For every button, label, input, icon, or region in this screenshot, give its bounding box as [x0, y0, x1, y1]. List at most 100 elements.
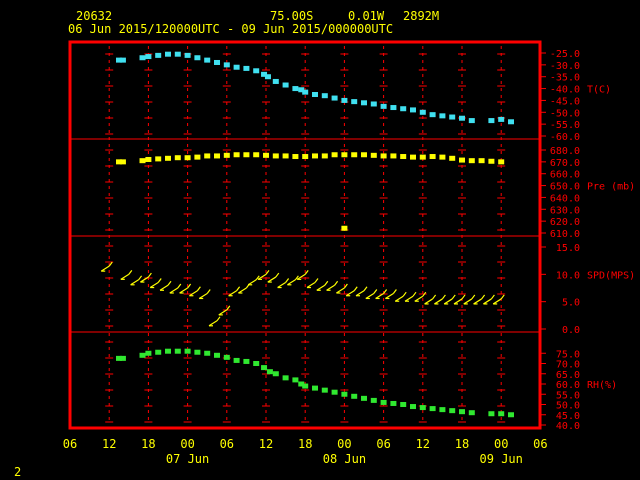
data-point-pressure	[478, 158, 485, 164]
panel-label-pressure: Pre (mb)	[587, 182, 635, 193]
wind-barb-feather	[216, 316, 221, 322]
data-point-temperature	[261, 71, 268, 77]
wind-barb	[492, 298, 502, 305]
data-point-pressure	[243, 152, 250, 158]
data-point-pressure	[370, 152, 377, 158]
data-point-temperature	[488, 118, 495, 124]
data-point-pressure	[145, 156, 152, 162]
wind-barb	[316, 284, 326, 291]
data-point-temperature	[370, 101, 377, 107]
wind-barb	[306, 282, 316, 289]
data-point-pressure	[459, 157, 465, 163]
wind-barb-feather	[422, 291, 427, 297]
data-point-temperature	[410, 107, 416, 113]
data-point-temperature	[312, 92, 318, 97]
wind-barb	[296, 273, 306, 280]
data-point-temperature	[184, 52, 191, 58]
data-point-humidity	[194, 349, 201, 355]
wind-barb	[149, 282, 159, 289]
data-point-humidity	[233, 357, 240, 363]
data-point-humidity	[204, 350, 211, 356]
y-tick-label: 680.0	[550, 146, 580, 157]
wind-barb	[345, 290, 355, 297]
data-point-humidity	[214, 352, 220, 358]
data-point-humidity	[488, 411, 495, 417]
data-point-temperature	[331, 95, 338, 101]
wind-barb-feather	[128, 269, 133, 275]
data-point-temperature	[449, 114, 456, 120]
wind-barb	[257, 273, 267, 280]
wind-barb-feather	[441, 294, 446, 300]
data-point-pressure	[174, 155, 181, 161]
data-point-temperature	[223, 62, 230, 68]
y-tick-label: 40.0	[556, 421, 580, 432]
data-point-humidity	[361, 395, 367, 401]
wind-barb	[287, 279, 296, 286]
x-tick-label: 12	[102, 437, 116, 451]
data-point-temperature	[174, 51, 181, 57]
wind-barb	[120, 273, 130, 280]
data-point-pressure	[410, 154, 416, 160]
y-tick-label: 670.0	[550, 158, 580, 169]
data-point-humidity	[155, 349, 162, 355]
wind-barb-feather	[226, 305, 231, 311]
wind-barb-feather	[324, 280, 329, 286]
station-lat: 75.00S	[270, 9, 314, 23]
wind-barb-feather	[196, 286, 201, 292]
wind-barb	[424, 298, 433, 305]
wind-barb	[267, 276, 277, 283]
data-point-temperature	[272, 78, 279, 84]
data-point-temperature	[302, 89, 309, 95]
wind-barb-feather	[167, 280, 172, 286]
y-tick-label: 650.0	[550, 182, 580, 193]
data-point-pressure	[439, 154, 446, 160]
y-tick-label: 75.0	[556, 349, 580, 360]
wind-barb	[238, 287, 247, 294]
y-tick-label: -55.0	[550, 120, 580, 131]
wind-barb-feather	[451, 294, 456, 300]
station-elev: 2892M	[403, 9, 440, 23]
wind-barb-feather	[334, 280, 339, 286]
wind-barb-feather	[255, 275, 260, 281]
wind-barb	[189, 290, 198, 297]
data-point-pressure	[312, 153, 318, 159]
wind-barb-feather	[138, 275, 143, 281]
y-tick-label: 70.0	[556, 360, 580, 371]
data-point-pressure	[331, 152, 338, 158]
data-point-pressure	[292, 154, 299, 160]
x-tick-label: 12	[259, 437, 273, 451]
data-point-pressure	[390, 153, 397, 159]
data-point-temperature	[145, 54, 152, 60]
y-tick-label: 610.0	[550, 229, 580, 240]
wind-barb	[414, 295, 424, 302]
data-point-temperature	[165, 51, 171, 57]
data-point-temperature	[508, 119, 514, 125]
x-date-label: 08 Jun	[323, 452, 366, 466]
y-tick-label: -25.0	[550, 49, 580, 60]
data-point-humidity	[449, 408, 456, 414]
x-date-label: 09 Jun	[480, 452, 523, 466]
data-point-humidity	[119, 355, 126, 361]
wind-barb-feather	[285, 278, 290, 283]
y-tick-label: -50.0	[550, 108, 580, 119]
x-tick-label: 00	[494, 437, 508, 451]
data-point-pressure	[361, 152, 367, 158]
y-tick-label: -35.0	[550, 73, 580, 84]
plot-frame	[68, 40, 542, 430]
x-tick-label: 18	[141, 437, 155, 451]
data-point-temperature	[361, 100, 367, 106]
wind-barb-feather	[157, 278, 162, 283]
wind-barb-feather	[108, 261, 113, 267]
data-point-temperature	[116, 57, 122, 63]
wind-barb	[336, 287, 345, 294]
wind-barb	[463, 298, 473, 305]
y-tick-label: 60.0	[556, 380, 580, 391]
wind-barb	[228, 290, 237, 297]
x-tick-label: 06	[220, 437, 234, 451]
data-point-pressure	[253, 152, 260, 158]
data-point-pressure	[498, 159, 505, 165]
data-point-humidity	[261, 365, 268, 371]
data-point-pressure	[321, 153, 328, 159]
data-point-temperature	[194, 55, 201, 61]
wind-barb-feather	[206, 289, 211, 294]
